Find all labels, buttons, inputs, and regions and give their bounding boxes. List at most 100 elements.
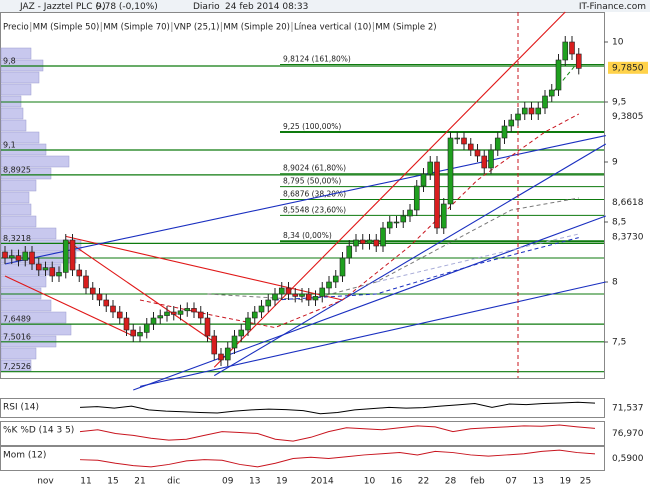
x-tick-label: nov (37, 477, 54, 487)
candle-body (15, 255, 22, 261)
volume-profile-bar (0, 47, 32, 60)
candle-body (89, 287, 96, 295)
legend-label: VNP (25,1) (174, 23, 220, 33)
candle-body (35, 263, 42, 271)
candle-body (326, 281, 332, 289)
header-bar (0, 0, 650, 12)
candle-body (569, 41, 575, 55)
candle-body (265, 299, 272, 307)
candle-body (420, 173, 427, 187)
level-label: 9,8 (3, 57, 16, 66)
candle-body (83, 275, 89, 289)
candle-body (440, 203, 447, 229)
trendline (65, 235, 343, 301)
candle-body (474, 149, 481, 157)
volume-profile-bar (0, 215, 37, 228)
candle-body (143, 323, 150, 333)
candle-body (292, 293, 299, 297)
indicator-name: RSI (14) (3, 403, 39, 413)
candle-body (400, 215, 407, 223)
price-tag (608, 196, 648, 209)
candle-body (332, 275, 339, 283)
volume-profile-bar (0, 299, 52, 312)
fib-label: 8,795 (50,00%) (283, 177, 341, 186)
legend-label: Línea vertical (10) (294, 23, 371, 33)
volume-profile-bar (0, 311, 67, 324)
candle-body (22, 251, 29, 261)
x-tick-label: feb (470, 477, 485, 487)
rsi-panel (0, 398, 605, 418)
candle-body (312, 296, 319, 301)
candle-body (380, 227, 386, 247)
candle-body (494, 137, 501, 151)
volume-profile-bar (0, 347, 37, 360)
candle-body (373, 239, 380, 247)
indicator-value: 76,970 (612, 429, 644, 439)
price-tag-label: 9,7850 (612, 63, 644, 73)
candle-body (413, 185, 420, 211)
candle-body (353, 239, 359, 247)
fib-label: 9,25 (100,00%) (283, 122, 341, 131)
trendline (133, 215, 606, 391)
x-tick-label: 15 (107, 477, 118, 487)
candle-body (238, 329, 245, 337)
candle-body (42, 267, 49, 271)
volume-profile-bar (0, 155, 70, 168)
candle-body (258, 305, 265, 313)
candle-body (461, 137, 467, 145)
trendline (4, 275, 134, 337)
volume-profile-bar (0, 107, 24, 120)
x-tick-label: 13 (249, 477, 260, 487)
price-tag-label: 8,3730 (612, 233, 644, 243)
candle-body (272, 293, 278, 301)
price-tag (608, 110, 648, 123)
legend-label: Precio (3, 23, 29, 33)
fib-label: 9,8124 (161,80%) (283, 55, 351, 64)
y-tick-label: 7,5 (612, 338, 626, 348)
candle-body (521, 107, 528, 115)
candle-body (184, 308, 191, 312)
candle-body (231, 335, 238, 349)
candle-body (150, 317, 157, 325)
candle-body (555, 59, 562, 91)
candle-body (278, 287, 285, 295)
fib-label: 8,34 (0,00%) (283, 231, 332, 240)
candle-body (191, 308, 197, 313)
candle-body (76, 269, 83, 277)
candle-body (501, 125, 508, 139)
candle-body (535, 107, 542, 115)
fib-label: 8,6876 (38,20%) (283, 189, 346, 198)
stoch-panel (0, 421, 605, 446)
price-tag (608, 231, 648, 244)
x-tick-label: 19 (560, 477, 572, 487)
candle-body (454, 137, 461, 140)
candle-body (103, 299, 110, 307)
candle-body (69, 239, 76, 271)
last-change: 9,78 (-0,10%) (96, 2, 158, 12)
candle-body (177, 310, 184, 315)
candle-body (562, 41, 569, 61)
brand: IT-Finance.com (579, 2, 646, 12)
x-tick-label: 19 (276, 477, 288, 487)
volume-profile-bar (0, 275, 47, 288)
candle-body (157, 315, 164, 319)
fib-label: 8,9024 (61,80%) (283, 164, 346, 173)
legend-label: MM (Simple 70) (103, 23, 170, 33)
y-tick-label: 9,5 (612, 98, 626, 108)
volume-profile-bar (0, 191, 30, 204)
trendline (213, 143, 607, 377)
x-tick-label: 25 (580, 477, 591, 487)
level-label: 7,6489 (3, 315, 31, 324)
volume-profile-bar (0, 239, 82, 252)
indicator-value: 71,537 (612, 404, 644, 414)
candle-body (29, 251, 35, 265)
candle-body (481, 155, 488, 169)
period: Diario (193, 2, 220, 12)
candle-body (251, 311, 258, 319)
candle-body (2, 251, 8, 259)
y-tick-label: 8,5 (612, 218, 626, 228)
volume-profile-bar (0, 167, 52, 180)
candle-body (56, 272, 62, 277)
legend-label: MM (Simple 20) (223, 23, 290, 33)
